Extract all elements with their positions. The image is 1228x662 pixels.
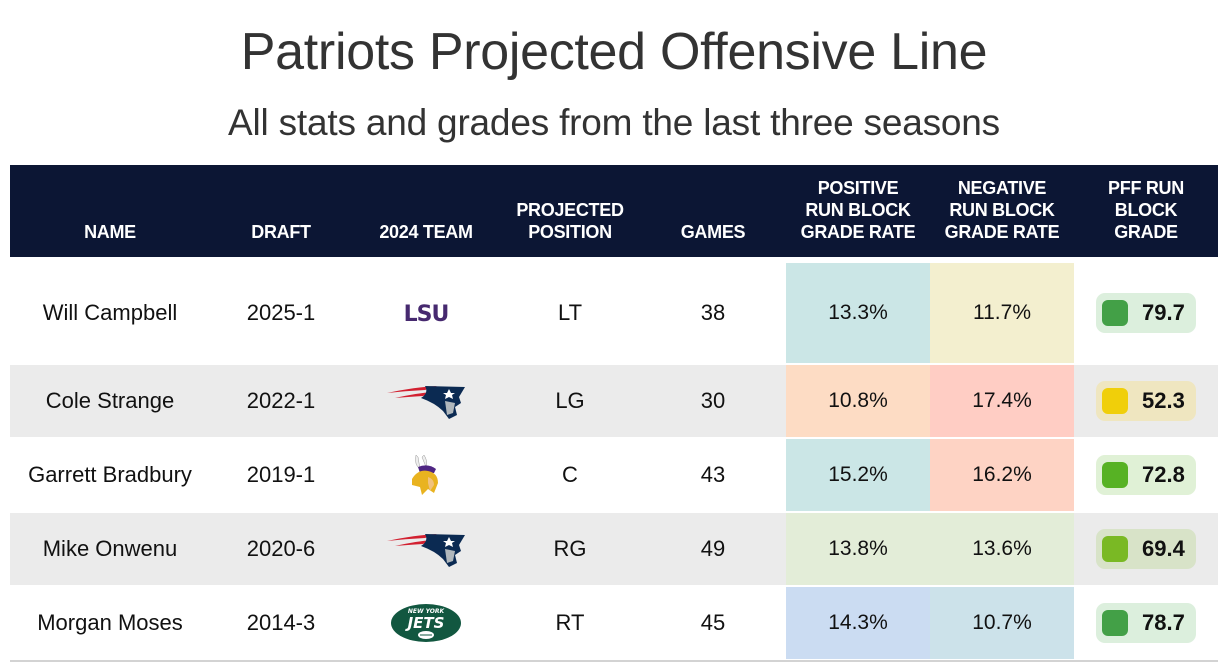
patriots-logo-icon — [387, 534, 465, 567]
grade-value: 69.4 — [1142, 536, 1185, 561]
projected-position: RG — [553, 536, 587, 561]
col-header-grade[interactable]: PFF RUN BLOCK GRADE — [1074, 177, 1218, 243]
grade-value: 78.7 — [1142, 610, 1185, 635]
draft-pick: 2022-1 — [246, 388, 316, 413]
negative-rate-cell: 10.7% — [930, 587, 1074, 659]
player-name: Morgan Moses — [37, 610, 183, 635]
grade-value: 52.3 — [1142, 388, 1185, 413]
positive-rate-cell: 13.8% — [786, 513, 930, 585]
col-header-games[interactable]: GAMES — [640, 221, 786, 243]
team-logo-cell: NEW YORK JETS — [352, 587, 500, 659]
grade-value: 72.8 — [1142, 462, 1185, 487]
grade-cell: 69.4 — [1074, 513, 1218, 585]
table-header: NAME DRAFT 2024 TEAM PROJECTED POSITION G… — [10, 165, 1218, 257]
games-played: 49 — [700, 536, 726, 561]
grade-cell: 79.7 — [1074, 263, 1218, 363]
draft-pick: 2019-1 — [246, 462, 316, 487]
projected-position: LG — [555, 388, 585, 413]
player-name: Will Campbell — [42, 300, 178, 325]
projected-position: LT — [557, 300, 583, 325]
draft-pick: 2020-6 — [246, 536, 316, 561]
draft-pick: 2014-3 — [246, 610, 316, 635]
header-label-line: RUN BLOCK — [805, 200, 911, 220]
grade-color-indicator — [1102, 536, 1128, 562]
table-body: Will Campbell 2025-1 LSU LT 38 13.3% 11.… — [10, 263, 1218, 659]
team-logo-cell — [352, 365, 500, 437]
header-label-line: GRADE — [1114, 222, 1178, 242]
header-label-line: POSITIVE — [817, 178, 899, 198]
header-label-line: PFF RUN — [1108, 178, 1184, 198]
header-label-line: RUN BLOCK — [949, 200, 1055, 220]
grade-pill: 52.3 — [1096, 381, 1196, 421]
player-name: Cole Strange — [45, 388, 175, 413]
svg-text:JETS: JETS — [405, 614, 445, 632]
grade-pill: 72.8 — [1096, 455, 1196, 495]
svg-text:LSU: LSU — [404, 302, 449, 325]
table-row: Morgan Moses 2014-3 NEW YORK JETS RT 45 … — [10, 587, 1218, 659]
team-logo-cell: LSU — [352, 263, 500, 363]
grade-color-indicator — [1102, 388, 1128, 414]
table-row: Will Campbell 2025-1 LSU LT 38 13.3% 11.… — [10, 263, 1218, 363]
header-label-line: BLOCK — [1114, 200, 1178, 220]
header-label-line: PROJECTED — [516, 200, 624, 220]
header-label-line: DRAFT — [251, 222, 311, 242]
grade-color-indicator — [1102, 610, 1128, 636]
col-header-positive-rate[interactable]: POSITIVE RUN BLOCK GRADE RATE — [786, 177, 930, 243]
header-label-line: NAME — [84, 222, 136, 242]
positive-rate-cell: 14.3% — [786, 587, 930, 659]
vikings-logo-icon — [412, 454, 438, 495]
table-bottom-border — [10, 660, 1218, 662]
negative-rate-cell: 16.2% — [930, 439, 1074, 511]
col-header-name[interactable]: NAME — [10, 221, 210, 243]
grade-color-indicator — [1102, 462, 1128, 488]
draft-pick: 2025-1 — [246, 300, 316, 325]
table-row: Mike Onwenu 2020-6 RG 49 13.8% 13.6% 69.… — [10, 513, 1218, 585]
grade-pill: 69.4 — [1096, 529, 1196, 569]
grade-pill: 78.7 — [1096, 603, 1196, 643]
grade-cell: 52.3 — [1074, 365, 1218, 437]
svg-text:NEW YORK: NEW YORK — [408, 608, 446, 615]
jets-logo-icon: NEW YORK JETS — [391, 604, 461, 642]
page-title: Patriots Projected Offensive Line — [240, 23, 988, 81]
games-played: 30 — [700, 388, 726, 413]
positive-rate-cell: 13.3% — [786, 263, 930, 363]
negative-rate-cell: 13.6% — [930, 513, 1074, 585]
grade-cell: 72.8 — [1074, 439, 1218, 511]
header-label-line: GRADE RATE — [800, 222, 916, 242]
header-label-line: POSITION — [528, 222, 612, 242]
player-name: Garrett Bradbury — [28, 462, 192, 487]
grade-cell: 78.7 — [1074, 587, 1218, 659]
patriots-logo-icon — [387, 386, 465, 419]
team-logo-cell — [352, 513, 500, 585]
offensive-line-table: NAME DRAFT 2024 TEAM PROJECTED POSITION G… — [10, 165, 1218, 662]
col-header-negative-rate[interactable]: NEGATIVE RUN BLOCK GRADE RATE — [930, 177, 1074, 243]
page-subtitle: All stats and grades from the last three… — [228, 102, 1000, 143]
negative-rate-cell: 11.7% — [930, 263, 1074, 363]
col-header-team[interactable]: 2024 TEAM — [352, 221, 500, 243]
table-row: Cole Strange 2022-1 LG 30 10.8% 17.4% 52… — [10, 365, 1218, 437]
header-label-line: 2024 TEAM — [379, 222, 473, 242]
header-label-line: GAMES — [680, 222, 746, 242]
grade-color-indicator — [1102, 300, 1128, 326]
negative-rate-cell: 17.4% — [930, 365, 1074, 437]
lsu-logo-icon: LSU — [404, 302, 450, 325]
games-played: 38 — [700, 300, 726, 325]
projected-position: RT — [555, 610, 585, 635]
games-played: 45 — [700, 610, 726, 635]
player-name: Mike Onwenu — [42, 536, 178, 561]
grade-pill: 79.7 — [1096, 293, 1196, 333]
col-header-draft[interactable]: DRAFT — [210, 221, 352, 243]
positive-rate-cell: 15.2% — [786, 439, 930, 511]
positive-rate-cell: 10.8% — [786, 365, 930, 437]
table-row: Garrett Bradbury 2019-1 C 43 15.2% 16.2%… — [10, 439, 1218, 511]
team-logo-cell — [352, 439, 500, 511]
grade-value: 79.7 — [1142, 300, 1185, 325]
col-header-position[interactable]: PROJECTED POSITION — [500, 199, 640, 243]
header-label-line: GRADE RATE — [944, 222, 1060, 242]
projected-position: C — [562, 462, 578, 487]
games-played: 43 — [700, 462, 726, 487]
header-label-line: NEGATIVE — [957, 178, 1047, 198]
